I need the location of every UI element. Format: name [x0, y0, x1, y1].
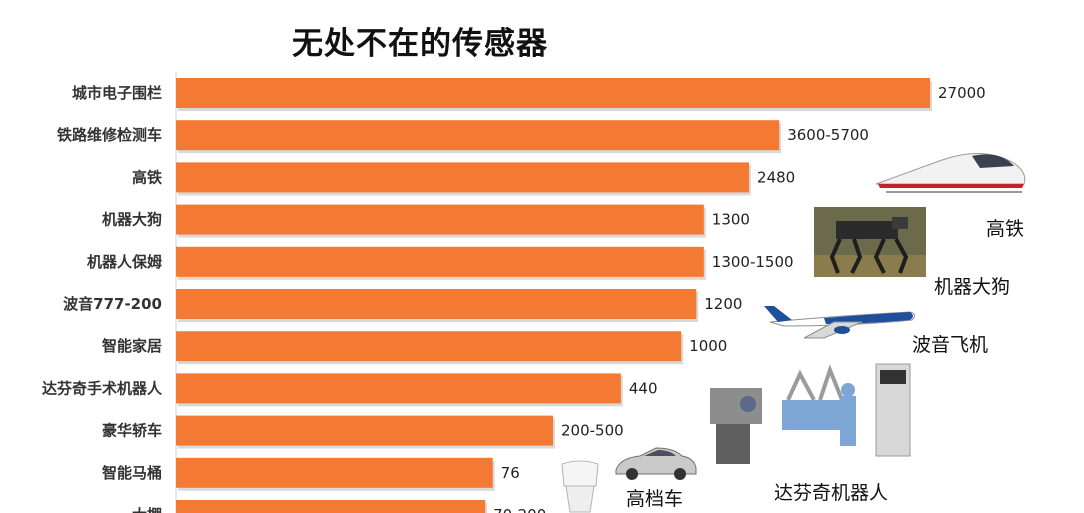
bar	[176, 120, 780, 151]
surgical-robot-icon	[710, 363, 911, 464]
value-label: 1000	[689, 337, 727, 355]
bar	[176, 457, 493, 488]
bar	[176, 204, 704, 235]
bar	[176, 246, 704, 277]
high-speed-train-icon	[875, 152, 1026, 193]
caption-luxury-car: 高档车	[626, 488, 684, 510]
bar	[176, 162, 750, 193]
bar	[176, 289, 697, 319]
bar	[176, 331, 682, 362]
value-label: 2480	[757, 168, 795, 186]
smart-toilet-icon	[561, 460, 599, 513]
bar	[176, 500, 486, 513]
value-label: 200-500	[561, 422, 624, 440]
category-label: 智能马桶	[102, 464, 162, 482]
category-label: 豪华轿车	[102, 422, 162, 440]
category-label: 波音777-200	[63, 295, 162, 313]
category-label: 达芬奇手术机器人	[42, 379, 163, 397]
robot-dog-icon	[814, 207, 926, 277]
category-label: 城市电子围栏	[72, 84, 162, 102]
value-label: 70-200	[493, 506, 546, 513]
caption-boeing: 波音飞机	[912, 334, 989, 356]
value-label: 1300-1500	[712, 253, 794, 271]
value-label: 1200	[704, 295, 742, 313]
category-label: 高铁	[132, 168, 162, 186]
value-label: 76	[501, 464, 520, 482]
value-label: 1300	[712, 211, 750, 229]
category-label: 机器大狗	[102, 211, 162, 229]
value-label: 3600-5700	[787, 126, 869, 144]
luxury-car-icon	[615, 447, 697, 480]
category-label: 智能家居	[102, 337, 162, 355]
bar	[176, 373, 621, 404]
chart-title: 无处不在的传感器	[292, 26, 548, 62]
caption-surgical-robot: 达芬奇机器人	[774, 482, 889, 504]
caption-robot-dog: 机器大狗	[934, 276, 1011, 298]
bar	[176, 78, 930, 108]
boeing-airplane-icon	[764, 306, 916, 339]
caption-high-speed-train: 高铁	[986, 218, 1025, 240]
category-label: 大棚	[132, 506, 162, 513]
value-label: 440	[629, 379, 658, 397]
bar	[176, 415, 553, 446]
category-label: 铁路维修检测车	[57, 126, 162, 144]
category-label: 机器人保姆	[87, 253, 162, 271]
value-label: 27000	[938, 84, 986, 102]
